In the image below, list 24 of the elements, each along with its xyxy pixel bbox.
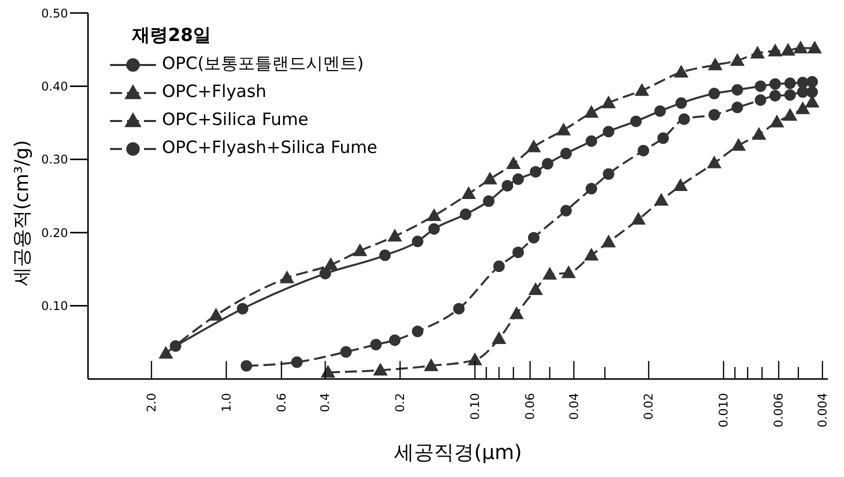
x-axis-title: 세공직경(μm) [394, 440, 522, 464]
x-tick-label: 1.0 [219, 393, 234, 412]
x-tick-label: 0.2 [393, 393, 408, 412]
legend-label: OPC+Flyash [162, 81, 266, 104]
legend-title: 재령28일 [132, 24, 212, 48]
y-tick-label: 0.40 [41, 79, 68, 94]
y-tick-label: 0.30 [41, 152, 68, 167]
y-tick-label: 0.10 [41, 299, 68, 314]
x-tick-label: 0.10 [468, 393, 482, 420]
legend-label: OPC(보통포틀랜드시멘트) [162, 53, 364, 76]
x-tick-label: 0.04 [566, 393, 581, 420]
y-tick-label: 0.20 [41, 226, 68, 240]
legend-label: OPC+Flyash+Silica Fume [162, 137, 378, 160]
x-tick-label: 0.4 [318, 393, 332, 412]
x-tick-label: 0.06 [523, 393, 538, 420]
x-tick-label: 0.004 [815, 393, 830, 428]
x-tick-label: 0.02 [642, 393, 656, 420]
y-axis-title: 세공용적(cm³/g) [10, 140, 34, 286]
y-tick-label: 0.50 [41, 6, 68, 20]
x-tick-label: 0.6 [274, 393, 288, 412]
x-tick-label: 0.006 [772, 393, 786, 428]
x-tick-label: 2.0 [144, 393, 158, 412]
legend-label: OPC+Silica Fume [162, 109, 309, 132]
x-tick-label: 0.010 [716, 393, 731, 428]
